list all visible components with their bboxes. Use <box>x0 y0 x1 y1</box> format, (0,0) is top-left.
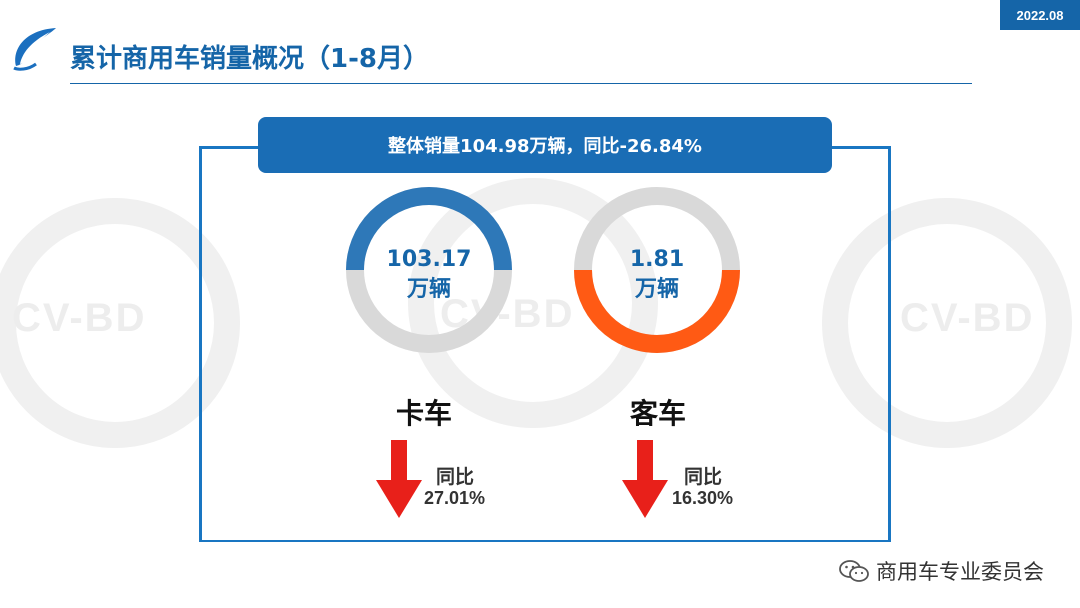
category-label-truck: 卡车 <box>396 397 453 430</box>
yoy-label-bus: 同比 <box>684 466 723 488</box>
watermark-text-left: CV-BD <box>12 296 147 340</box>
date-badge: 2022.08 <box>1000 0 1080 30</box>
page-title: 累计商用车销量概况（1-8月） <box>70 44 429 74</box>
donut-unit-truck: 万辆 <box>406 277 451 302</box>
donut-arc-bus <box>574 269 740 353</box>
frame-right <box>888 146 891 542</box>
donut-chart-truck <box>346 187 512 353</box>
yoy-value-truck: 27.01% <box>424 488 486 508</box>
donut-value-truck: 103.17 万辆 <box>354 245 504 305</box>
frame-top-right <box>829 146 891 149</box>
donut-chart-bus <box>574 187 740 353</box>
frame-top-left <box>199 146 261 149</box>
footer-source: 商用车专业委员会 <box>838 556 1044 586</box>
category-label-bus: 客车 <box>630 397 687 430</box>
yoy-value-bus: 16.30% <box>672 488 734 508</box>
donut-value-bus: 1.81 万辆 <box>582 245 732 305</box>
donut-number-truck: 103.17 <box>386 247 472 272</box>
frame-bottom <box>199 540 891 542</box>
summary-banner: 整体销量104.98万辆，同比-26.84% <box>258 117 832 173</box>
watermark-text-right: CV-BD <box>900 296 1035 340</box>
brand-logo-icon <box>13 28 56 71</box>
title-divider <box>70 83 972 84</box>
wechat-icon <box>839 560 869 582</box>
frame-left <box>199 146 202 542</box>
donut-unit-bus: 万辆 <box>634 277 679 302</box>
yoy-label-truck: 同比 <box>436 466 475 488</box>
down-arrow-icon <box>622 440 668 518</box>
donut-number-bus: 1.81 <box>629 247 685 272</box>
footer-text: 商用车专业委员会 <box>876 560 1044 584</box>
donut-arc-truck <box>346 187 512 271</box>
down-arrow-icon <box>376 440 422 518</box>
